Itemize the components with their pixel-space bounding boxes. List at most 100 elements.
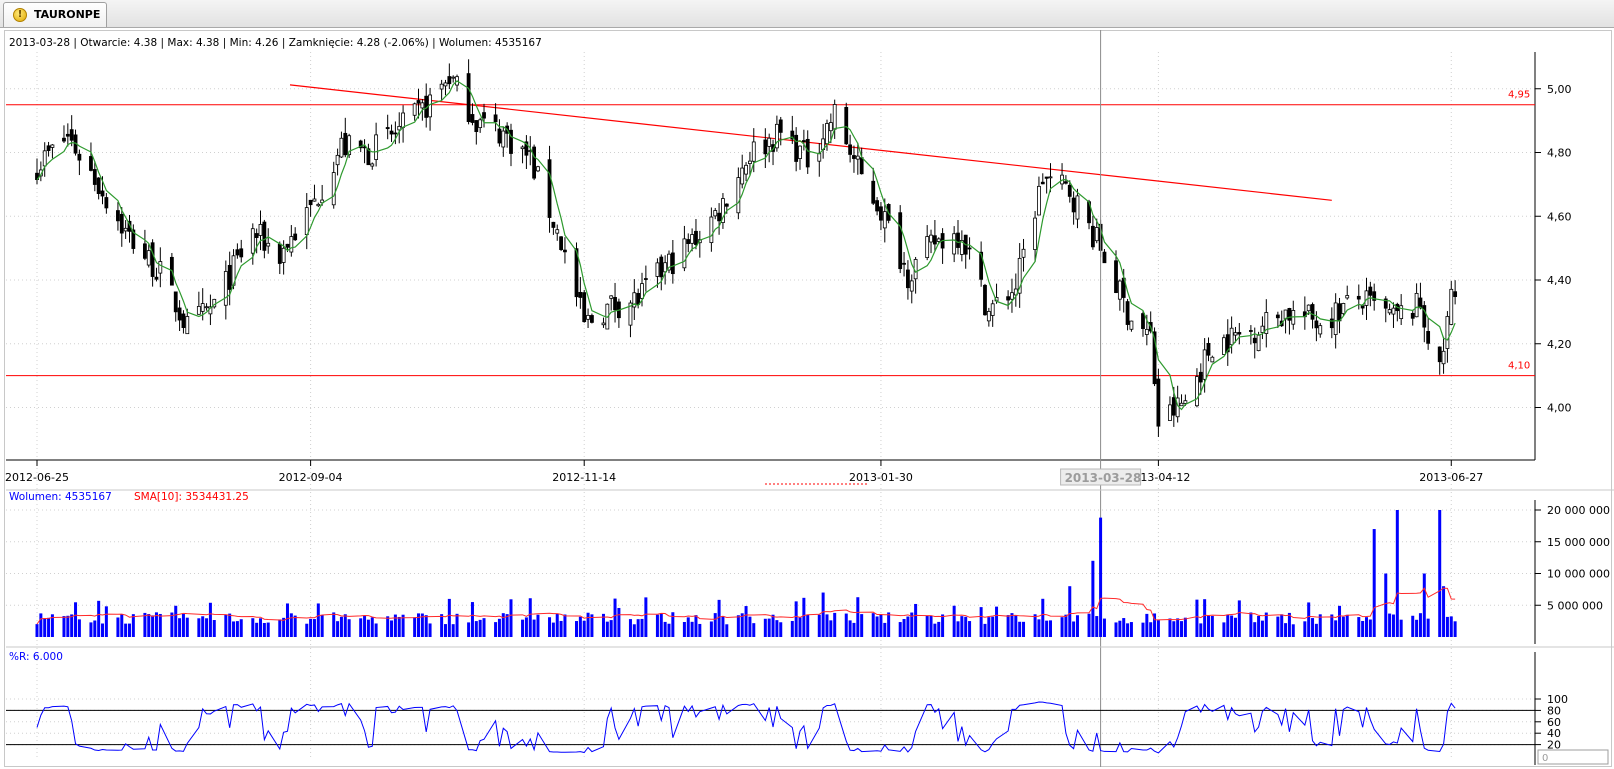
candle-body (1179, 402, 1184, 407)
candle (547, 145, 552, 233)
candle-body (1075, 195, 1080, 220)
volume-bar (1095, 616, 1099, 637)
candle-body (358, 140, 363, 149)
trendline[interactable] (289, 84, 1332, 201)
volume-bar (956, 621, 960, 637)
volume-bar (43, 618, 47, 637)
candle-body (1210, 356, 1215, 363)
ohlc-change: (-2.06%) (383, 37, 428, 49)
tab-tauronpe[interactable]: ! TAURONPE (3, 2, 107, 27)
candle-body (817, 153, 822, 162)
volume-bar (586, 612, 590, 637)
candle-body (825, 123, 829, 145)
candle (790, 115, 795, 144)
candle (505, 122, 510, 148)
volume-bar (35, 624, 39, 637)
volume-bar (1341, 616, 1345, 637)
candle (1264, 299, 1269, 348)
candle-body (1391, 307, 1396, 315)
volume-bar (902, 618, 906, 637)
candle-body (1256, 334, 1261, 352)
price-grid (6, 52, 1535, 760)
volume-bar (370, 617, 374, 637)
candle-body (119, 213, 124, 234)
volume-bar (964, 616, 968, 637)
candle-body (898, 212, 903, 270)
candle (239, 239, 244, 263)
volume-bar (582, 620, 586, 637)
candle-body (694, 230, 698, 245)
support-line-label: 4,10 (1508, 361, 1530, 372)
candle-body (1117, 280, 1122, 300)
candle (1356, 284, 1361, 310)
candle (1017, 243, 1022, 308)
volume-bar (228, 613, 232, 637)
candle-body (1410, 312, 1415, 319)
candle-body (331, 172, 336, 206)
volume-bar (278, 619, 282, 637)
wr-y-tick-label: 40 (1547, 727, 1561, 740)
candle-body (158, 261, 163, 274)
ohlc-sep-1: | (70, 37, 80, 49)
candle (127, 214, 132, 243)
volume-grid (6, 509, 1535, 606)
volume-bar (655, 614, 659, 637)
wr-value-label: 0 (1542, 753, 1548, 764)
candle (1426, 318, 1431, 350)
price-y-tick-label: 4,00 (1547, 402, 1572, 415)
volume-bar (143, 612, 147, 637)
volume-bar (470, 602, 474, 637)
volume-bar (1037, 619, 1041, 637)
volume-bar (401, 614, 405, 637)
resistance-line-label: 4,95 (1508, 90, 1530, 101)
candle (116, 202, 120, 231)
candle (77, 149, 82, 176)
volume-bar (1257, 615, 1261, 637)
volume-bar (170, 612, 174, 637)
candle-body (582, 292, 587, 323)
volume-bar (628, 619, 632, 637)
candle (1010, 278, 1014, 313)
volume-bar (721, 616, 725, 637)
candle-body (416, 100, 421, 104)
candle-body (740, 167, 745, 185)
candle-body (1183, 400, 1188, 404)
volume-bar (752, 623, 756, 637)
candle (478, 117, 483, 133)
volume-bar (1442, 586, 1446, 637)
candle-body (1152, 331, 1157, 385)
volume-bar (925, 615, 929, 637)
candle (397, 112, 402, 144)
candle-body (389, 130, 394, 135)
candle (169, 252, 174, 286)
volume-bar (1129, 622, 1133, 637)
candle (959, 230, 964, 262)
tab-bar: ! TAURONPE (0, 0, 1614, 28)
volume-sma-line (36, 587, 1456, 625)
volume-bar (127, 623, 131, 637)
candle (497, 119, 502, 147)
volume-bar (116, 617, 120, 637)
candle-body (655, 262, 660, 277)
candle (1449, 281, 1454, 326)
candle (393, 121, 398, 145)
volume-bar (316, 603, 320, 637)
volume-bar (1006, 615, 1010, 637)
candle-body (1144, 329, 1149, 335)
volume-bar (158, 613, 162, 637)
candle-body (659, 256, 664, 278)
volume-bar (713, 613, 717, 637)
candle (1410, 309, 1415, 326)
volume-bar (983, 623, 987, 637)
candle-body (196, 306, 201, 315)
volume-bar (478, 619, 482, 637)
candle-body (177, 307, 182, 321)
candle-body (304, 207, 309, 236)
candle-body (763, 139, 768, 155)
volume-bar (224, 614, 228, 637)
candle-body (185, 316, 190, 335)
volume-bar (644, 597, 648, 637)
volume-bar (1445, 616, 1449, 637)
candle (308, 199, 313, 217)
